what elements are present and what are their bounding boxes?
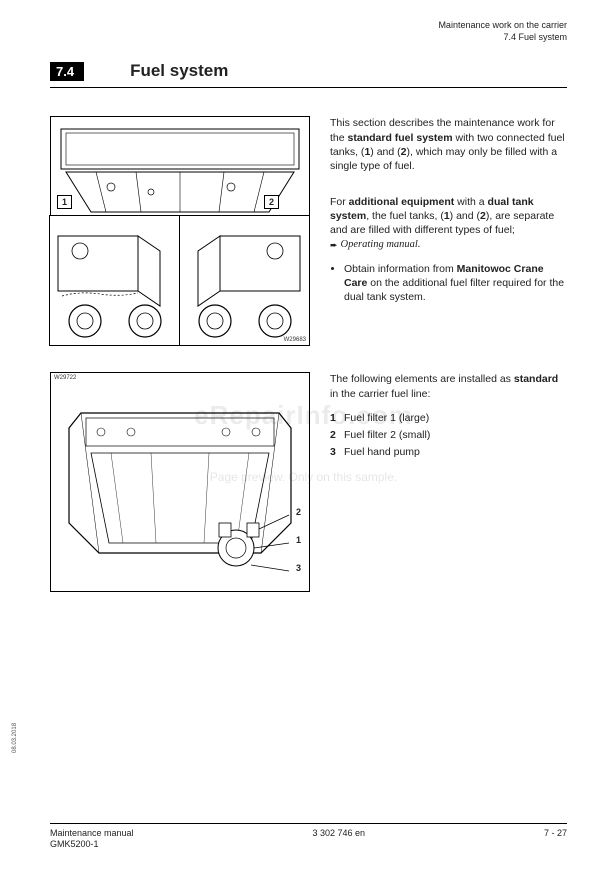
side-date: 08.03.2018	[12, 723, 18, 753]
figure-2-callout-1: 1	[296, 535, 301, 545]
tank-left-illustration	[50, 216, 180, 346]
footer-model: GMK5200-1	[50, 839, 134, 851]
book-icon: ➨	[330, 239, 338, 251]
figure-1-label-1: 1	[57, 195, 72, 209]
figure-1-bottom-right: W29683	[179, 215, 310, 346]
footer-left: Maintenance manual GMK5200-1	[50, 828, 134, 851]
figure-2-callout-2: 2	[296, 507, 301, 517]
figure-1-bottom-split: W29683	[50, 216, 310, 346]
tank-right-illustration	[180, 216, 310, 346]
block-2-item-list: 1Fuel filter 1 (large) 2Fuel filter 2 (s…	[330, 411, 567, 460]
figure-1-top: 1 2	[50, 116, 310, 216]
operating-manual-ref: ➨Operating manual.	[330, 238, 420, 252]
block-2-text: The following elements are installed as …	[330, 372, 567, 592]
footer-doc-number: 3 302 746 en	[312, 828, 365, 851]
figure-1-label-2: 2	[264, 195, 279, 209]
footer-manual-type: Maintenance manual	[50, 828, 134, 840]
section-heading-row: 7.4 Fuel system	[50, 61, 567, 88]
block-1-text: This section describes the maintenance w…	[330, 116, 567, 346]
footer-page-number: 7 - 27	[544, 828, 567, 851]
header-line-2: 7.4 Fuel system	[50, 32, 567, 44]
engine-top-illustration	[51, 373, 309, 591]
header-line-1: Maintenance work on the carrier	[50, 20, 567, 32]
page-header: Maintenance work on the carrier 7.4 Fuel…	[50, 20, 567, 43]
block-2-item-3: 3Fuel hand pump	[330, 445, 567, 459]
block-2-lead: The following elements are installed as …	[330, 372, 567, 400]
block-1-para-1: This section describes the maintenance w…	[330, 116, 567, 173]
content-block-1: 1 2	[50, 116, 567, 346]
section-number: 7.4	[50, 62, 84, 81]
figure-2-code: W29722	[54, 375, 76, 381]
figure-1: 1 2	[50, 116, 310, 346]
figure-2: W29722 2 1 3	[50, 372, 310, 592]
page-footer: Maintenance manual GMK5200-1 3 302 746 e…	[50, 823, 567, 851]
block-1-bullet-1: Obtain information from Manitowoc Crane …	[344, 262, 567, 305]
content-block-2: W29722 2 1 3	[50, 372, 567, 592]
block-2-item-2: 2Fuel filter 2 (small)	[330, 428, 567, 442]
section-title: Fuel system	[130, 61, 228, 81]
block-2-item-1: 1Fuel filter 1 (large)	[330, 411, 567, 425]
figure-2-callout-3: 3	[296, 563, 301, 573]
block-1-bullet-list: Obtain information from Manitowoc Crane …	[330, 262, 567, 305]
figure-1-code: W29683	[284, 337, 306, 343]
block-1-para-2: For additional equipment with a dual tan…	[330, 195, 567, 252]
figure-1-bottom-left	[49, 215, 180, 346]
